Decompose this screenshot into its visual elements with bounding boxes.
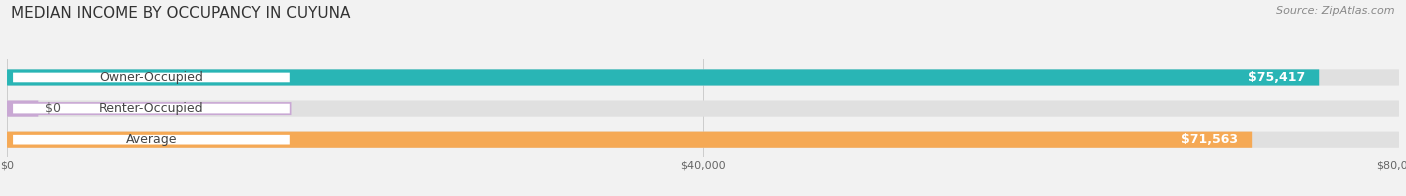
FancyBboxPatch shape — [13, 72, 291, 83]
FancyBboxPatch shape — [7, 132, 1253, 148]
FancyBboxPatch shape — [7, 101, 1399, 117]
Text: $71,563: $71,563 — [1181, 133, 1239, 146]
FancyBboxPatch shape — [7, 101, 38, 117]
Text: Average: Average — [125, 133, 177, 146]
FancyBboxPatch shape — [13, 134, 291, 145]
Text: Source: ZipAtlas.com: Source: ZipAtlas.com — [1277, 6, 1395, 16]
Text: $75,417: $75,417 — [1249, 71, 1305, 84]
Text: $0: $0 — [45, 102, 62, 115]
FancyBboxPatch shape — [13, 103, 291, 114]
FancyBboxPatch shape — [7, 69, 1319, 86]
Text: Renter-Occupied: Renter-Occupied — [100, 102, 204, 115]
FancyBboxPatch shape — [7, 132, 1399, 148]
Text: MEDIAN INCOME BY OCCUPANCY IN CUYUNA: MEDIAN INCOME BY OCCUPANCY IN CUYUNA — [11, 6, 350, 21]
Text: Owner-Occupied: Owner-Occupied — [100, 71, 204, 84]
FancyBboxPatch shape — [7, 69, 1399, 86]
